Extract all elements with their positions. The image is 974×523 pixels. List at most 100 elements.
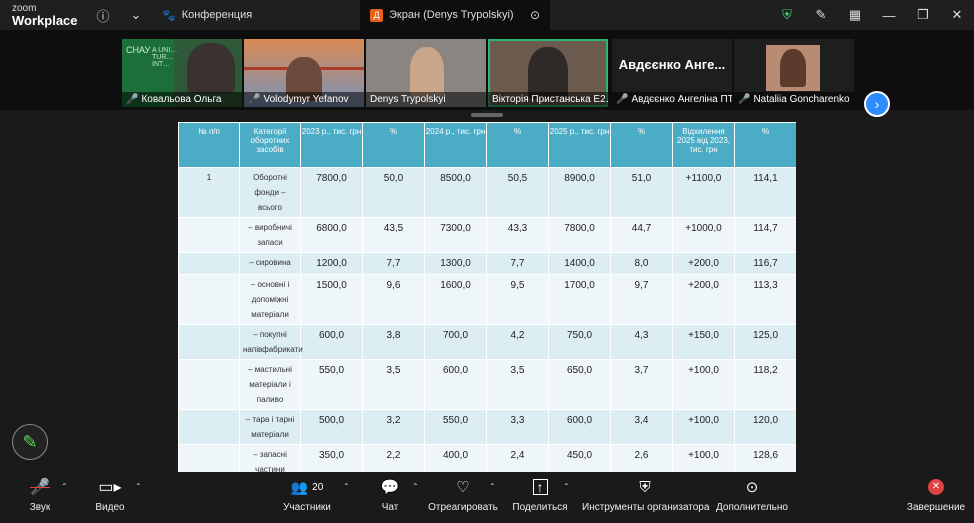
chat-options-caret[interactable]: ⌃ bbox=[412, 482, 419, 491]
mic-muted-icon: 🎤 bbox=[126, 94, 139, 105]
participant-big-name: Авдєєнко Анге... bbox=[618, 57, 726, 72]
end-meeting-button[interactable]: ✕ Завершение bbox=[904, 472, 968, 523]
table-cell: 3,3 bbox=[486, 409, 549, 445]
table-cell bbox=[178, 409, 240, 445]
table-cell: 116,7 bbox=[734, 252, 796, 275]
restore-icon[interactable]: ❐ bbox=[917, 7, 929, 22]
category-cell: – мастильні матеріали і паливо bbox=[239, 359, 301, 410]
participant-tile[interactable]: СНАУ A UNI… TUR… INT… 🎤 Ковальова Ольга bbox=[122, 39, 242, 107]
person-silhouette bbox=[187, 43, 235, 93]
header-cell: Відхилення 2025 від 2023, тис. грн bbox=[672, 122, 735, 168]
shield-icon[interactable]: ⛨ bbox=[782, 7, 792, 22]
table-cell: 51,0 bbox=[610, 167, 673, 218]
table-row: – виробничі запаси 6800,0 43,5 7300,0 43,3 78… bbox=[178, 217, 796, 253]
table-cell: 7800,0 bbox=[548, 217, 611, 253]
audio-label: Звук bbox=[29, 502, 51, 513]
tab-screen-label: Экран (Denys Trypolskyi) bbox=[389, 9, 514, 21]
presenter-badge: Д bbox=[370, 8, 383, 22]
participant-tile[interactable]: Авдєєнко Анге... 🎤Авдєєнко Ангеліна ПТ… bbox=[612, 39, 732, 107]
table-cell: 7300,0 bbox=[424, 217, 487, 253]
host-tools-button[interactable]: ⛨ Инструменты организатора bbox=[582, 472, 710, 523]
table-cell: 120,0 bbox=[734, 409, 796, 445]
category-cell: – виробничі запаси bbox=[239, 217, 301, 253]
table-cell: 1700,0 bbox=[548, 274, 611, 325]
table-cell: 7,7 bbox=[362, 252, 425, 275]
participant-tile[interactable]: 🎤 Nataliia Goncharenko bbox=[734, 39, 854, 107]
person-silhouette bbox=[528, 47, 568, 99]
audio-button[interactable]: 🎤 Звук bbox=[20, 472, 60, 523]
info-icon[interactable]: ⓘ bbox=[96, 8, 110, 24]
header-cell: 2025 р., тис. грн bbox=[548, 122, 611, 168]
gallery-view-icon[interactable]: ▦ bbox=[848, 7, 862, 22]
edit-icon[interactable]: ✎ bbox=[815, 7, 827, 22]
table-cell: 3,4 bbox=[610, 409, 673, 445]
more-icon[interactable]: ⊙ bbox=[529, 8, 540, 22]
table-cell: +200,0 bbox=[672, 252, 735, 275]
table-cell: +100,0 bbox=[672, 409, 735, 445]
participants-options-caret[interactable]: ⌃ bbox=[343, 482, 350, 491]
share-button[interactable]: ↑ Поделиться bbox=[510, 472, 570, 523]
next-page-button[interactable]: › bbox=[864, 91, 890, 117]
table-cell: 1600,0 bbox=[424, 274, 487, 325]
participants-button[interactable]: 👥 20 Участники bbox=[280, 472, 334, 523]
table-cell bbox=[178, 274, 240, 325]
paw-icon: 🐾 bbox=[162, 9, 176, 22]
table-cell: 118,2 bbox=[734, 359, 796, 410]
participant-name: Вікторія Пристанська Е2… bbox=[488, 92, 608, 107]
more-button[interactable]: ⊙ Дополнительно bbox=[715, 472, 789, 523]
table-cell: 3,5 bbox=[486, 359, 549, 410]
logo-line2: Workplace bbox=[12, 12, 78, 28]
table-cell: 2,6 bbox=[610, 444, 673, 472]
video-button[interactable]: ▭▸ Видео bbox=[90, 472, 130, 523]
tab-screen-share[interactable]: Д Экран (Denys Trypolskyi) ⊙ bbox=[360, 0, 550, 30]
reactions-options-caret[interactable]: ⌃ bbox=[489, 482, 496, 491]
participant-tile[interactable]: 🎤 Volodymyr Yefanov bbox=[244, 39, 364, 107]
chevron-down-icon[interactable]: ⌄ bbox=[130, 7, 142, 22]
host-tools-label: Инструменты организатора bbox=[582, 502, 710, 513]
reactions-button[interactable]: ♡ Отреагировать bbox=[428, 472, 498, 523]
table-cell bbox=[178, 324, 240, 360]
table-cell: 114,1 bbox=[734, 167, 796, 218]
logo-line1: zoom bbox=[12, 2, 37, 14]
table-cell: 350,0 bbox=[300, 444, 363, 472]
table-cell: 2,2 bbox=[362, 444, 425, 472]
header-cell: № п/п bbox=[178, 122, 240, 168]
participant-name: 🎤Авдєєнко Ангеліна ПТ… bbox=[612, 92, 732, 107]
person-silhouette bbox=[780, 49, 806, 87]
table-cell bbox=[178, 252, 240, 275]
table-cell: 4,2 bbox=[486, 324, 549, 360]
table-cell bbox=[178, 217, 240, 253]
table-cell: +150,0 bbox=[672, 324, 735, 360]
audio-options-caret[interactable]: ⌃ bbox=[61, 482, 68, 491]
video-options-caret[interactable]: ⌃ bbox=[135, 482, 142, 491]
table-cell: 113,3 bbox=[734, 274, 796, 325]
pencil-icon: ✎ bbox=[22, 432, 38, 452]
table-cell: 400,0 bbox=[424, 444, 487, 472]
participant-tile-active[interactable]: Вікторія Пристанська Е2… bbox=[488, 39, 608, 107]
close-icon[interactable]: ✕ bbox=[951, 7, 963, 22]
header-cell: Категорії оборотних засобів bbox=[239, 122, 301, 168]
table-cell: +200,0 bbox=[672, 274, 735, 325]
table-cell: 3,7 bbox=[610, 359, 673, 410]
table-cell: 1500,0 bbox=[300, 274, 363, 325]
shared-screen: № п/п Категорії оборотних засобів 2023 р… bbox=[178, 122, 796, 472]
table-cell: 2,4 bbox=[486, 444, 549, 472]
participant-name: 🎤 Nataliia Goncharenko bbox=[734, 92, 854, 107]
tab-meeting[interactable]: 🐾 Конференция bbox=[152, 0, 262, 30]
table-cell bbox=[178, 359, 240, 410]
category-cell: – покупні напівфабрикати bbox=[239, 324, 303, 360]
table-cell: +1100,0 bbox=[672, 167, 735, 218]
table-cell: +100,0 bbox=[672, 359, 735, 410]
table-cell: 43,5 bbox=[362, 217, 425, 253]
share-options-caret[interactable]: ⌃ bbox=[563, 482, 570, 491]
chat-button[interactable]: 💬 Чат bbox=[372, 472, 408, 523]
end-label: Завершение bbox=[906, 502, 966, 513]
participant-tile[interactable]: Denys Trypolskyi bbox=[366, 39, 486, 107]
header-cell: % bbox=[486, 122, 549, 168]
share-label: Поделиться bbox=[512, 502, 568, 513]
annotate-pen-button[interactable]: ✎ bbox=[12, 424, 48, 460]
category-cell: – основні і допоміжні матеріали bbox=[239, 274, 301, 325]
minimize-icon[interactable]: — bbox=[882, 7, 896, 23]
gallery-resize-handle[interactable] bbox=[471, 113, 503, 117]
more-label: Дополнительно bbox=[716, 502, 788, 513]
